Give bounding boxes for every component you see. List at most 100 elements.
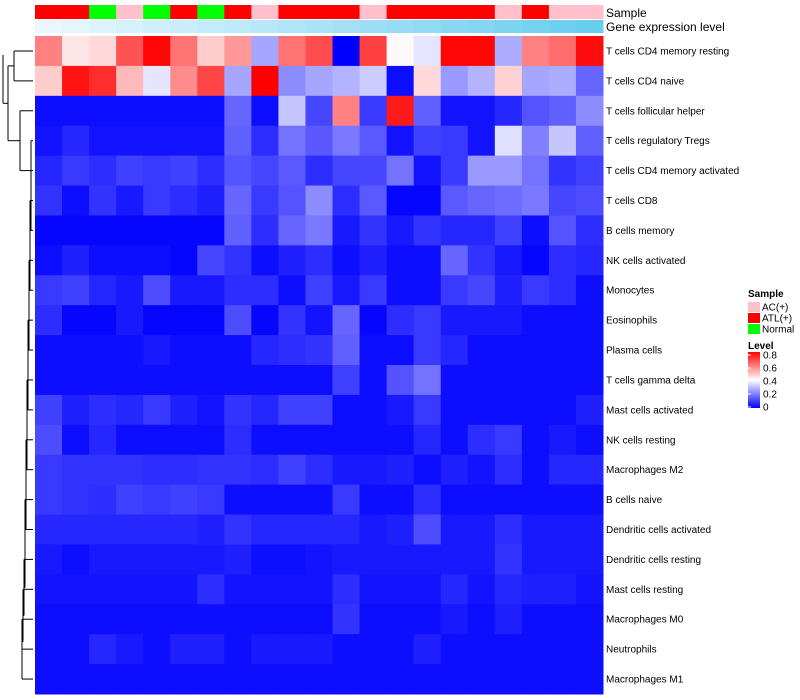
heatmap-cell: [548, 604, 577, 635]
heatmap-cell: [386, 36, 415, 67]
heatmap-cell: [305, 155, 334, 187]
heatmap-cell: [548, 65, 577, 97]
heatmap-cell: [35, 335, 63, 366]
sample-annotation-cell: [413, 5, 442, 19]
heatmap-cell: [224, 365, 252, 396]
sample-annotation-cell: [197, 5, 225, 19]
heatmap-cell: [278, 664, 306, 695]
row-labels: T cells CD4 memory resting T cells CD4 na…: [606, 46, 739, 685]
heatmap-cell: [413, 604, 442, 635]
heatmap-cell: [197, 514, 225, 545]
heatmap-cell: [89, 305, 117, 336]
heatmap-cell: [62, 275, 90, 306]
heatmap-cell: [197, 245, 225, 276]
heatmap-cell: [575, 305, 604, 336]
heatmap-cell: [548, 335, 577, 366]
heatmap-cell: [143, 544, 171, 575]
heatmap-cell: [386, 95, 415, 127]
heatmap-cell: [224, 275, 252, 306]
heatmap-cell: [197, 574, 225, 605]
heatmap-cell: [440, 185, 469, 216]
heatmap-cell: [35, 664, 63, 695]
heatmap-cell: [62, 424, 90, 456]
heatmap-cell: [62, 484, 90, 516]
heatmap-cell: [386, 544, 415, 575]
heatmap-cell: [548, 245, 577, 276]
legend-tick-label: 0.2: [763, 390, 777, 401]
heatmap-cell: [116, 155, 144, 187]
heatmap-cell: [251, 36, 279, 67]
sample-annotation-cell: [575, 5, 604, 19]
heatmap-cell: [35, 36, 63, 67]
heatmap-cell: [467, 484, 496, 516]
heatmap-cell: [62, 544, 90, 575]
heatmap-cell: [143, 604, 171, 635]
heatmap-cell: [548, 215, 577, 246]
heatmap-cell: [494, 335, 523, 366]
heatmap-cell: [440, 424, 469, 456]
heatmap-cell: [89, 544, 117, 575]
heatmap-cell: [467, 215, 496, 246]
heatmap-cell: [548, 634, 577, 665]
row-label: Plasma cells: [606, 346, 662, 357]
heatmap-cell: [116, 65, 144, 97]
heatmap-cell: [278, 365, 306, 396]
row-label: Dendritic cells activated: [606, 525, 711, 536]
heatmap-cell: [143, 185, 171, 216]
heatmap-cell: [467, 245, 496, 276]
row-dendrogram: [2, 50, 33, 680]
heatmap-cell: [116, 664, 144, 695]
heatmap-cell: [35, 65, 63, 97]
heatmap-cell: [575, 245, 604, 276]
heatmap-cell: [386, 335, 415, 366]
heatmap-cell: [521, 215, 550, 246]
heatmap-cell: [494, 95, 523, 127]
heatmap-cell: [359, 36, 388, 67]
heatmap-cell: [386, 155, 415, 187]
sample-annotation-cell: [143, 5, 171, 19]
heatmap-cell: [413, 514, 442, 545]
heatmap-cell: [278, 125, 306, 157]
heatmap-cell: [548, 514, 577, 545]
heatmap-cell: [359, 185, 388, 216]
heatmap-cell: [143, 664, 171, 695]
heatmap-cell: [386, 365, 415, 396]
heatmap-cell: [467, 185, 496, 216]
heatmap-cell: [359, 245, 388, 276]
heatmap-cell: [116, 484, 144, 516]
heatmap-cell: [224, 454, 252, 486]
heatmap-cell: [440, 155, 469, 187]
heatmap-cell: [413, 544, 442, 575]
heatmap-cell: [440, 125, 469, 157]
row-label: Eosinophils: [606, 316, 657, 327]
heatmap-cell: [278, 335, 306, 366]
heatmap-cell: [224, 125, 252, 157]
heatmap-cell: [116, 514, 144, 545]
heatmap-cell: [467, 604, 496, 635]
heatmap-cell: [305, 335, 334, 366]
gene-expression-cell: [224, 20, 252, 33]
heatmap-cell: [386, 514, 415, 545]
sample-annotation-cell: [548, 5, 577, 19]
heatmap-cell: [170, 424, 198, 456]
heatmap-cell: [224, 544, 252, 575]
heatmap-cell: [35, 574, 63, 605]
heatmap-cell: [359, 424, 388, 456]
heatmap-cell: [170, 604, 198, 635]
heatmap-cell: [35, 185, 63, 216]
heatmap-cell: [305, 185, 334, 216]
heatmap-cell: [35, 604, 63, 635]
heatmap-cell: [278, 604, 306, 635]
heatmap-cell: [359, 275, 388, 306]
heatmap-cell: [440, 634, 469, 665]
heatmap-cell: [332, 305, 361, 336]
row-label: B cells memory: [606, 226, 674, 237]
heatmap-cell: [251, 65, 279, 97]
heatmap-cell: [575, 335, 604, 366]
sample-annotation-cell: [494, 5, 523, 19]
heatmap-cell: [332, 454, 361, 486]
heatmap-cell: [467, 305, 496, 336]
gene-expression-cell: [440, 20, 469, 33]
heatmap-cell: [413, 394, 442, 426]
heatmap-cell: [386, 215, 415, 246]
